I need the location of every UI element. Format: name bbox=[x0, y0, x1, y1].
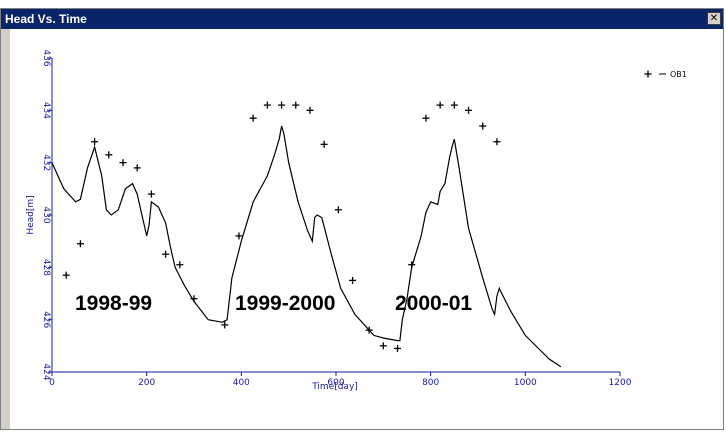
observed-point bbox=[162, 250, 170, 258]
title-bar[interactable]: Head Vs. Time ✕ bbox=[1, 9, 723, 29]
legend: OB1 bbox=[644, 70, 687, 79]
computed-line bbox=[51, 125, 562, 368]
y-axis-ticks: 424 426 428 430 432 434 436 bbox=[41, 49, 52, 381]
y-tick-label: 430 bbox=[41, 206, 51, 223]
y-tick-label: 426 bbox=[41, 311, 51, 328]
observed-point bbox=[62, 271, 70, 279]
x-tick-label: 1000 bbox=[514, 378, 537, 388]
observed-point bbox=[76, 240, 84, 248]
observed-series bbox=[62, 101, 501, 352]
observed-point bbox=[320, 140, 328, 148]
observed-point bbox=[133, 164, 141, 172]
annotation-2000-01: 2000-01 bbox=[395, 292, 472, 315]
observed-point bbox=[235, 232, 243, 240]
observed-point bbox=[306, 106, 314, 114]
observed-point bbox=[479, 122, 487, 130]
legend-plus-marker bbox=[644, 70, 652, 78]
x-tick-label: 400 bbox=[233, 378, 250, 388]
annotation-1999-2000: 1999-2000 bbox=[235, 292, 335, 315]
x-tick-label: 200 bbox=[138, 378, 155, 388]
legend-label-ob1: OB1 bbox=[670, 70, 687, 79]
observed-point bbox=[263, 101, 271, 109]
observed-point bbox=[493, 138, 501, 146]
legend-marker-ob1 bbox=[644, 70, 666, 78]
observed-point bbox=[450, 101, 458, 109]
observed-point bbox=[119, 159, 127, 167]
observed-point bbox=[394, 344, 402, 352]
observed-point bbox=[349, 276, 357, 284]
observed-point bbox=[176, 261, 184, 269]
observed-point bbox=[408, 261, 416, 269]
observed-point bbox=[221, 321, 229, 329]
observed-point bbox=[190, 295, 198, 303]
observed-point bbox=[422, 114, 430, 122]
observed-point bbox=[465, 106, 473, 114]
observed-point bbox=[91, 138, 99, 146]
observed-point bbox=[379, 342, 387, 350]
observed-point bbox=[334, 206, 342, 214]
computed-series bbox=[51, 125, 562, 368]
observed-point bbox=[105, 151, 113, 159]
observed-point bbox=[292, 101, 300, 109]
background-strip bbox=[0, 0, 726, 8]
x-tick-label: 600 bbox=[327, 378, 344, 388]
observed-point bbox=[249, 114, 257, 122]
x-tick-label: 0 bbox=[49, 378, 55, 388]
x-tick-label: 800 bbox=[422, 378, 439, 388]
annotation-1998-99: 1998-99 bbox=[75, 292, 152, 315]
observed-point bbox=[278, 101, 286, 109]
y-tick-label: 436 bbox=[41, 49, 51, 66]
observed-point bbox=[365, 326, 373, 334]
window-title: Head Vs. Time bbox=[5, 12, 87, 26]
y-tick-label: 434 bbox=[41, 102, 51, 119]
x-tick-label: 1200 bbox=[609, 378, 632, 388]
close-icon[interactable]: ✕ bbox=[707, 12, 721, 25]
chart-axes bbox=[51, 58, 620, 373]
observed-point bbox=[147, 190, 155, 198]
y-tick-label: 424 bbox=[41, 363, 51, 380]
y-tick-label: 428 bbox=[41, 259, 51, 276]
y-tick-label: 432 bbox=[41, 154, 51, 171]
observed-point bbox=[436, 101, 444, 109]
x-axis-label: Time[day] bbox=[311, 382, 358, 392]
window-frame-left bbox=[1, 29, 10, 429]
chart-window: Head Vs. Time ✕ bbox=[0, 8, 724, 430]
x-axis-ticks: 0 200 400 600 800 1000 1200 bbox=[49, 372, 632, 388]
y-axis-label: Head[m] bbox=[26, 195, 36, 234]
